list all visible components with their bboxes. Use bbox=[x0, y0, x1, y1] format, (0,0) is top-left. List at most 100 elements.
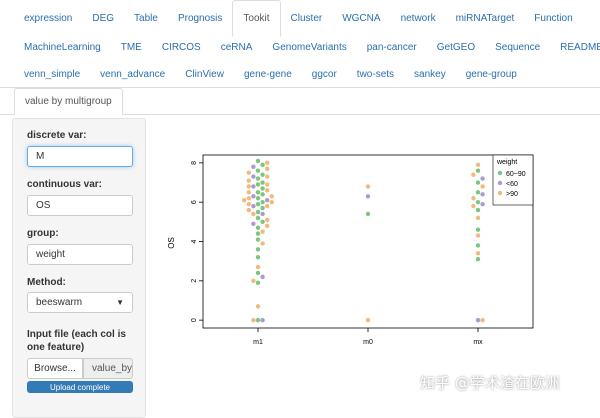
point bbox=[260, 192, 265, 197]
point bbox=[471, 172, 476, 177]
nav-row: expression DEG Table Prognosis Tookit Cluster… bbox=[0, 0, 583, 37]
point bbox=[480, 317, 485, 323]
input[interactable]: M bbox=[27, 146, 133, 167]
point bbox=[251, 211, 256, 217]
watermark: 知乎 @学术渣在欧洲 bbox=[420, 374, 560, 392]
point bbox=[255, 190, 261, 195]
input[interactable]: weight bbox=[27, 244, 133, 265]
nav-tab[interactable]: WGCNA bbox=[342, 13, 381, 24]
browse-button[interactable]: Browse... bbox=[27, 358, 83, 379]
point bbox=[265, 203, 270, 209]
caret: ▼ bbox=[116, 298, 124, 307]
label: continuous var: bbox=[27, 179, 103, 190]
select[interactable]: beeswarm ▼ bbox=[27, 292, 133, 313]
nav-tab[interactable]: Table bbox=[134, 13, 158, 24]
nav-tab[interactable]: Tookit bbox=[232, 0, 281, 37]
nav-tab[interactable]: README bbox=[560, 41, 600, 53]
nav-tab[interactable]: ceRNA bbox=[220, 41, 253, 53]
chart: OS 0 2 4 6 8 m1 m0 mx weight 60~90 <60 >90 bbox=[167, 154, 534, 346]
point bbox=[475, 162, 481, 168]
legend-label: 60~90 bbox=[506, 171, 526, 178]
point bbox=[260, 205, 265, 211]
x-tick-label: m0 bbox=[363, 339, 373, 346]
y-tick-label: 6 bbox=[191, 200, 198, 204]
nav-tab[interactable]: Prognosis bbox=[177, 13, 223, 24]
nav-tab[interactable]: gene-group bbox=[465, 69, 517, 80]
point bbox=[475, 207, 481, 213]
nav-tab[interactable]: network bbox=[400, 13, 436, 24]
nav-tab[interactable]: Sequence bbox=[495, 41, 541, 53]
point bbox=[260, 199, 265, 205]
progress-bar: Upload complete bbox=[27, 381, 133, 393]
point bbox=[251, 203, 256, 209]
point bbox=[265, 182, 270, 187]
point bbox=[269, 194, 274, 199]
nav-tab[interactable]: Function bbox=[534, 13, 573, 24]
nav-tab[interactable]: expression bbox=[24, 13, 73, 24]
nav-tab[interactable]: pan-cancer bbox=[366, 41, 417, 53]
nav-tab[interactable]: TME bbox=[120, 41, 142, 53]
sidebar: discrete var: M continuous var: OS group… bbox=[12, 118, 146, 418]
point bbox=[255, 270, 261, 276]
point bbox=[255, 176, 261, 181]
point bbox=[475, 168, 481, 173]
point bbox=[265, 217, 270, 223]
point bbox=[475, 199, 481, 205]
point bbox=[255, 280, 261, 285]
nav-tab[interactable]: venn_advance bbox=[100, 69, 166, 80]
point bbox=[246, 201, 251, 207]
y-tick-label: 4 bbox=[191, 239, 198, 243]
y-tick-label: 8 bbox=[191, 161, 198, 165]
point bbox=[475, 251, 481, 256]
point bbox=[255, 255, 261, 260]
legend-label: >90 bbox=[506, 191, 518, 198]
nav-tab[interactable]: ggcor bbox=[311, 69, 337, 80]
point bbox=[365, 194, 371, 199]
point bbox=[251, 174, 256, 179]
nav-tab[interactable]: gene-gene bbox=[243, 69, 292, 80]
point bbox=[475, 243, 481, 248]
point bbox=[255, 158, 261, 164]
point bbox=[246, 207, 251, 213]
subtab[interactable]: value by multigroup bbox=[14, 88, 123, 115]
nav-tab[interactable]: sankey bbox=[414, 69, 446, 80]
point bbox=[246, 178, 251, 183]
nav-tab[interactable]: two-sets bbox=[356, 69, 395, 80]
nav-tab[interactable]: Cluster bbox=[290, 13, 323, 24]
nav-tab[interactable]: MachineLearning bbox=[24, 41, 101, 53]
input[interactable]: OS bbox=[27, 195, 133, 216]
point bbox=[260, 172, 265, 177]
nav-tab[interactable]: miRNATarget bbox=[455, 13, 515, 24]
point bbox=[251, 278, 256, 284]
nav-tab[interactable]: DEG bbox=[92, 13, 115, 24]
point bbox=[255, 196, 261, 201]
point bbox=[480, 184, 485, 189]
point bbox=[260, 274, 265, 280]
point bbox=[255, 225, 261, 230]
point bbox=[260, 219, 265, 225]
nav-tab[interactable]: ClinView bbox=[185, 69, 224, 80]
nav-tab[interactable]: GenomeVariants bbox=[272, 41, 347, 53]
point bbox=[246, 196, 251, 201]
label: Method: bbox=[27, 277, 66, 288]
legend-title: weight bbox=[496, 159, 517, 166]
nav-tab[interactable]: venn_simple bbox=[24, 69, 81, 80]
nav-tab[interactable]: CIRCOS bbox=[161, 41, 201, 53]
point bbox=[255, 201, 261, 207]
point bbox=[260, 162, 265, 168]
point bbox=[255, 209, 261, 215]
legend-swatch bbox=[497, 170, 503, 176]
point bbox=[260, 229, 265, 234]
point bbox=[251, 164, 256, 169]
nav-row: venn_simple venn_advance ClinView gene-gene… bbox=[0, 62, 600, 88]
point bbox=[265, 166, 270, 171]
point bbox=[251, 221, 256, 227]
point bbox=[269, 199, 274, 205]
point bbox=[365, 184, 371, 189]
point bbox=[246, 190, 251, 195]
point bbox=[265, 160, 270, 166]
point bbox=[255, 231, 261, 236]
nav-tab[interactable]: GetGEO bbox=[436, 41, 476, 53]
label: one feature) bbox=[27, 342, 85, 353]
